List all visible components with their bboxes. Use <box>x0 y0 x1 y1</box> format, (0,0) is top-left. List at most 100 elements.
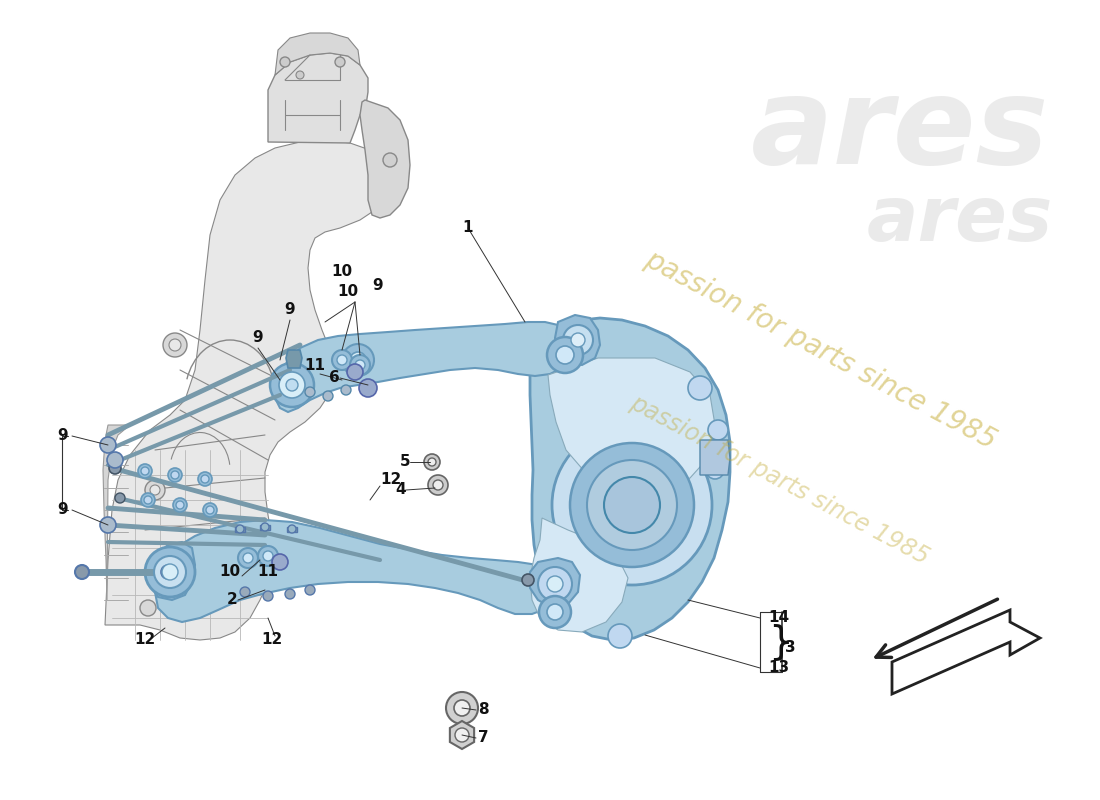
Text: 6: 6 <box>329 370 340 386</box>
Polygon shape <box>556 315 600 365</box>
Text: 12: 12 <box>262 633 283 647</box>
Circle shape <box>323 391 333 401</box>
Text: 10: 10 <box>219 565 241 579</box>
Circle shape <box>608 624 632 648</box>
Circle shape <box>355 360 365 370</box>
Text: 12: 12 <box>379 473 401 487</box>
Text: ares: ares <box>867 183 1053 257</box>
Circle shape <box>547 604 563 620</box>
Circle shape <box>288 525 296 533</box>
Circle shape <box>305 585 315 595</box>
Text: 9: 9 <box>373 278 383 293</box>
Text: 11: 11 <box>257 565 278 579</box>
Text: 10: 10 <box>338 285 359 299</box>
Polygon shape <box>275 33 360 75</box>
Text: 9: 9 <box>57 502 68 518</box>
Text: 9: 9 <box>253 330 263 346</box>
Circle shape <box>424 454 440 470</box>
Circle shape <box>280 57 290 67</box>
Polygon shape <box>235 527 245 532</box>
Polygon shape <box>530 318 730 640</box>
Circle shape <box>263 551 273 561</box>
Polygon shape <box>700 440 730 475</box>
Polygon shape <box>148 542 195 600</box>
Circle shape <box>350 352 366 368</box>
Circle shape <box>261 523 270 531</box>
Circle shape <box>116 493 125 503</box>
Circle shape <box>587 460 676 550</box>
Circle shape <box>240 587 250 597</box>
Polygon shape <box>548 358 715 494</box>
Circle shape <box>547 576 563 592</box>
Circle shape <box>236 525 244 533</box>
Circle shape <box>201 475 209 483</box>
Polygon shape <box>286 350 302 368</box>
Circle shape <box>198 472 212 486</box>
Circle shape <box>286 379 298 391</box>
Circle shape <box>547 337 583 373</box>
Text: 5: 5 <box>399 454 410 470</box>
Circle shape <box>428 458 436 466</box>
Circle shape <box>150 485 160 495</box>
Text: 1: 1 <box>463 221 473 235</box>
Circle shape <box>272 554 288 570</box>
Circle shape <box>346 364 363 380</box>
Text: 12: 12 <box>134 633 155 647</box>
Circle shape <box>433 480 443 490</box>
Circle shape <box>454 700 470 716</box>
Circle shape <box>538 567 572 601</box>
Circle shape <box>522 574 534 586</box>
Circle shape <box>336 57 345 67</box>
Text: 8: 8 <box>478 702 488 718</box>
Text: ares: ares <box>751 71 1049 189</box>
Circle shape <box>341 385 351 395</box>
Circle shape <box>100 517 116 533</box>
Circle shape <box>285 589 295 599</box>
Circle shape <box>428 475 448 495</box>
Circle shape <box>563 325 593 355</box>
Circle shape <box>176 501 184 509</box>
Circle shape <box>109 462 121 474</box>
Circle shape <box>163 333 187 357</box>
Text: 3: 3 <box>785 641 795 655</box>
Circle shape <box>455 728 469 742</box>
Circle shape <box>204 503 217 517</box>
Circle shape <box>141 467 149 475</box>
Circle shape <box>604 477 660 533</box>
Circle shape <box>107 452 123 468</box>
Polygon shape <box>530 518 628 632</box>
Circle shape <box>170 471 179 479</box>
Text: 13: 13 <box>768 661 789 675</box>
Circle shape <box>141 493 155 507</box>
Circle shape <box>100 437 116 453</box>
Circle shape <box>144 496 152 504</box>
Polygon shape <box>287 527 297 532</box>
Text: 10: 10 <box>331 265 353 279</box>
Circle shape <box>706 461 724 479</box>
Circle shape <box>279 372 305 398</box>
Circle shape <box>138 464 152 478</box>
Circle shape <box>337 355 346 365</box>
Polygon shape <box>275 322 572 412</box>
Circle shape <box>383 153 397 167</box>
Polygon shape <box>360 100 410 218</box>
Polygon shape <box>155 520 560 622</box>
Circle shape <box>75 565 89 579</box>
Circle shape <box>270 363 314 407</box>
Circle shape <box>539 596 571 628</box>
Circle shape <box>238 548 258 568</box>
Circle shape <box>296 71 304 79</box>
Circle shape <box>206 506 214 514</box>
Text: 14: 14 <box>768 610 789 626</box>
Circle shape <box>173 498 187 512</box>
Circle shape <box>169 339 182 351</box>
Circle shape <box>258 546 278 566</box>
Text: 2: 2 <box>228 593 238 607</box>
Text: }: } <box>768 623 793 661</box>
Circle shape <box>570 443 694 567</box>
Text: 11: 11 <box>305 358 326 373</box>
Circle shape <box>552 425 712 585</box>
Circle shape <box>342 344 374 376</box>
Polygon shape <box>450 721 474 749</box>
Polygon shape <box>103 425 130 600</box>
